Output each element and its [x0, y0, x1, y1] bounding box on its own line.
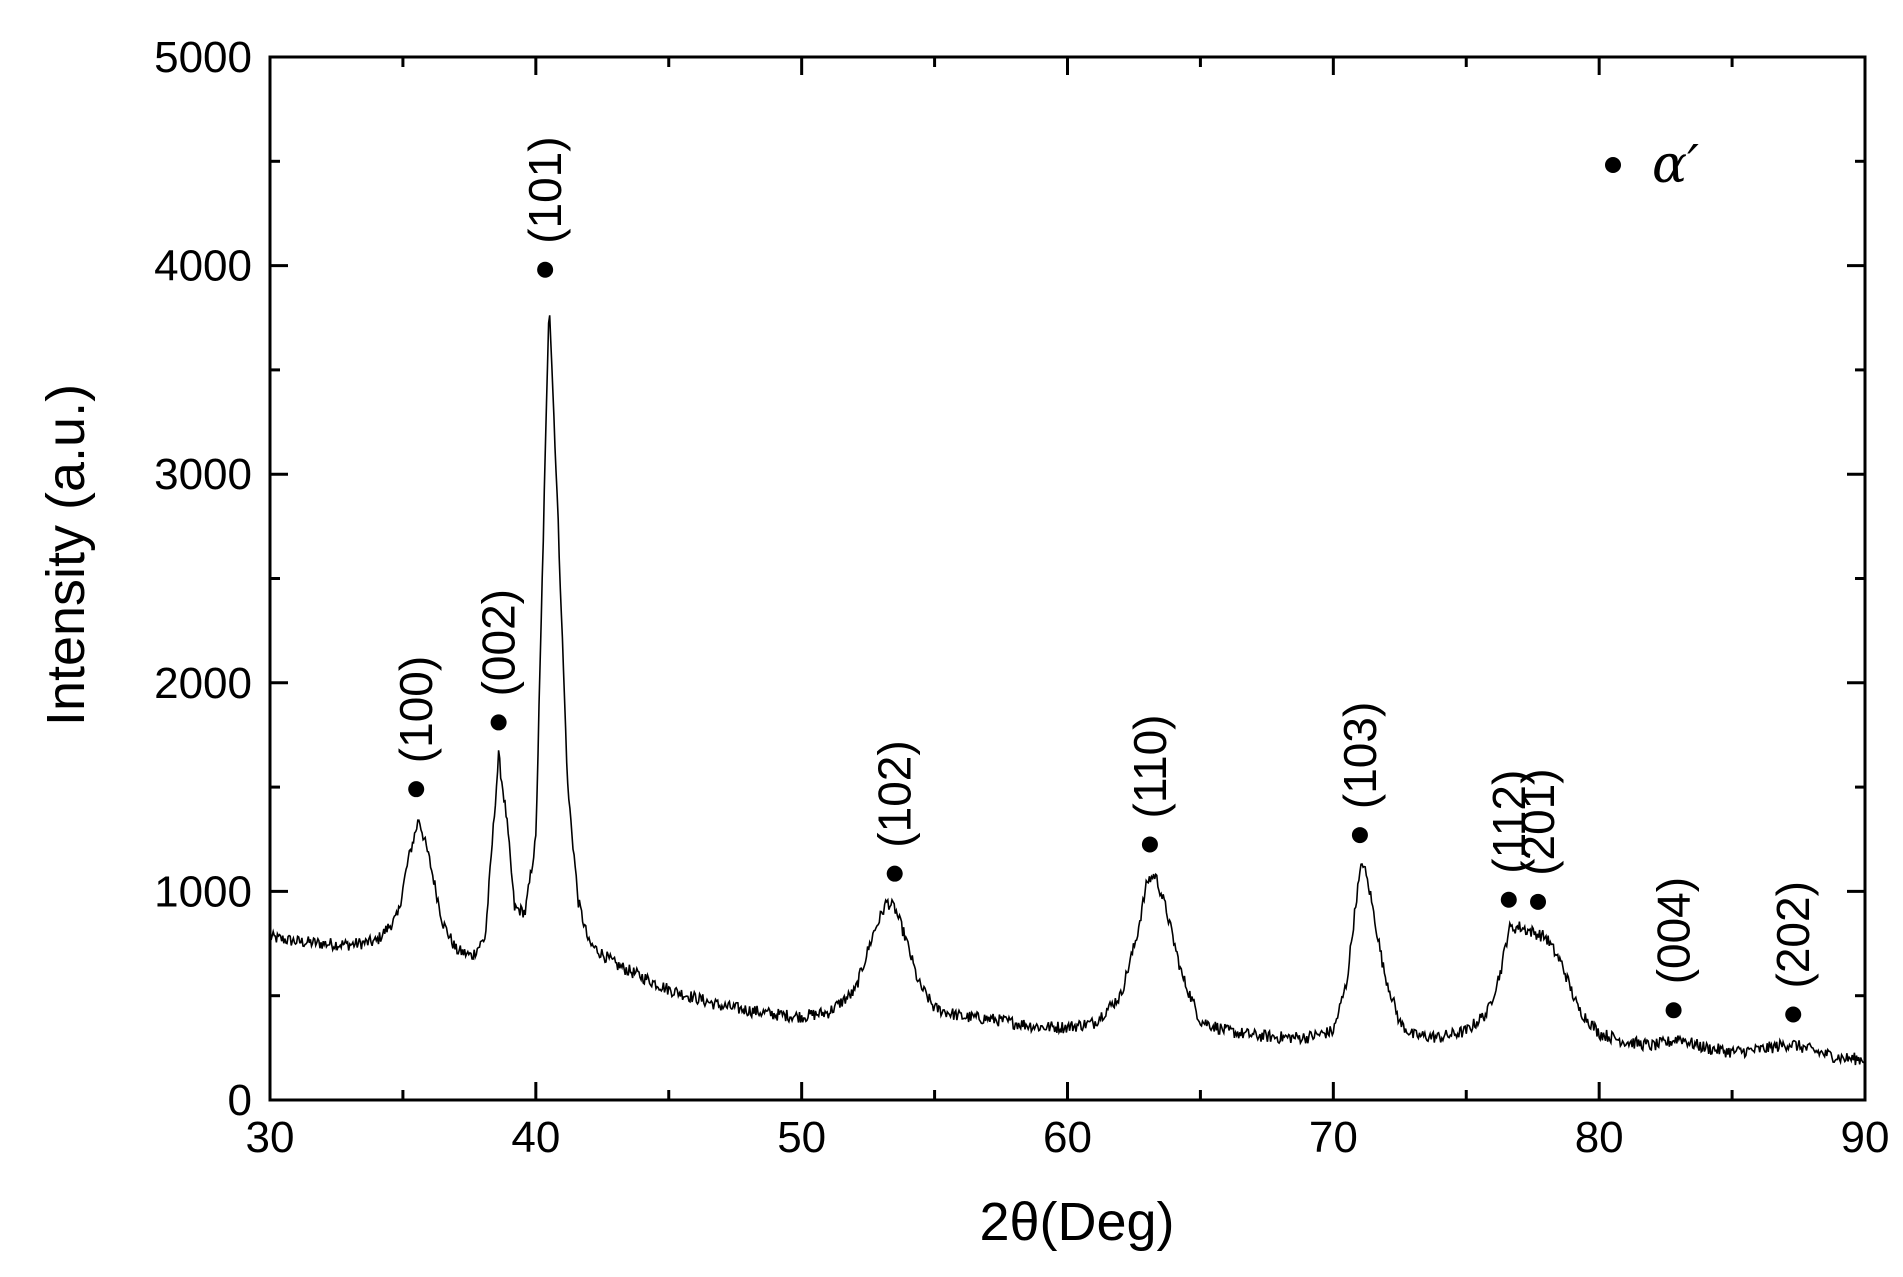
peak-label: (002): [473, 589, 525, 696]
peak-marker: [886, 865, 903, 882]
plot-area: [268, 55, 1867, 1102]
xrd-series-line: [269, 315, 1866, 1066]
peak-label: (102): [869, 740, 921, 847]
x-axis-title: 2θ(Deg): [979, 1192, 1174, 1252]
peak-label: (201): [1512, 768, 1564, 875]
peak-label: (101): [519, 136, 571, 243]
peak-marker: [1530, 893, 1547, 910]
peak-annotations: (100) (002) (101) (102) (110) (103) (112)(201)…: [390, 136, 1819, 1023]
peak-marker: [1141, 836, 1158, 853]
x-tick-label: 60: [1043, 1113, 1092, 1162]
legend: α′: [1605, 135, 1699, 195]
peak-marker: [1785, 1006, 1802, 1023]
peak-marker: [490, 714, 507, 731]
x-tick-label: 70: [1309, 1113, 1358, 1162]
y-axis-title: Intensity (a.u.): [36, 384, 96, 726]
y-tick-label: 3000: [154, 450, 252, 499]
peak-marker: [408, 781, 425, 798]
y-tick-label: 1000: [154, 867, 252, 916]
peak-marker: [1500, 891, 1517, 908]
peak-marker: [1351, 827, 1368, 844]
legend-marker: [1605, 157, 1621, 173]
plot-frame: [268, 55, 1867, 1102]
y-tick-label: 2000: [154, 659, 252, 708]
legend-label: α′: [1652, 135, 1699, 195]
peak-label: (110): [1124, 715, 1176, 819]
y-tick-label: 5000: [154, 33, 252, 82]
peak-label: (112): [1483, 770, 1535, 874]
x-tick-label: 50: [777, 1113, 826, 1162]
y-axis-ticks: 0 1000 2000 3000 4000 5000: [154, 33, 1865, 1125]
peak-marker: [1665, 1002, 1682, 1019]
y-tick-label: 0: [228, 1076, 252, 1125]
peak-label: (004): [1648, 877, 1700, 984]
x-tick-label: 30: [246, 1113, 295, 1162]
peak-label: (202): [1767, 881, 1819, 988]
y-tick-label: 4000: [154, 242, 252, 291]
x-tick-label: 90: [1841, 1113, 1890, 1162]
peak-label: (103): [1334, 702, 1386, 809]
x-tick-label: 40: [511, 1113, 560, 1162]
peak-label: (100): [390, 656, 442, 763]
x-tick-label: 80: [1575, 1113, 1624, 1162]
x-axis-ticks: 30 40 50 60 70 80 90: [246, 57, 1890, 1162]
peak-marker: [537, 261, 554, 278]
